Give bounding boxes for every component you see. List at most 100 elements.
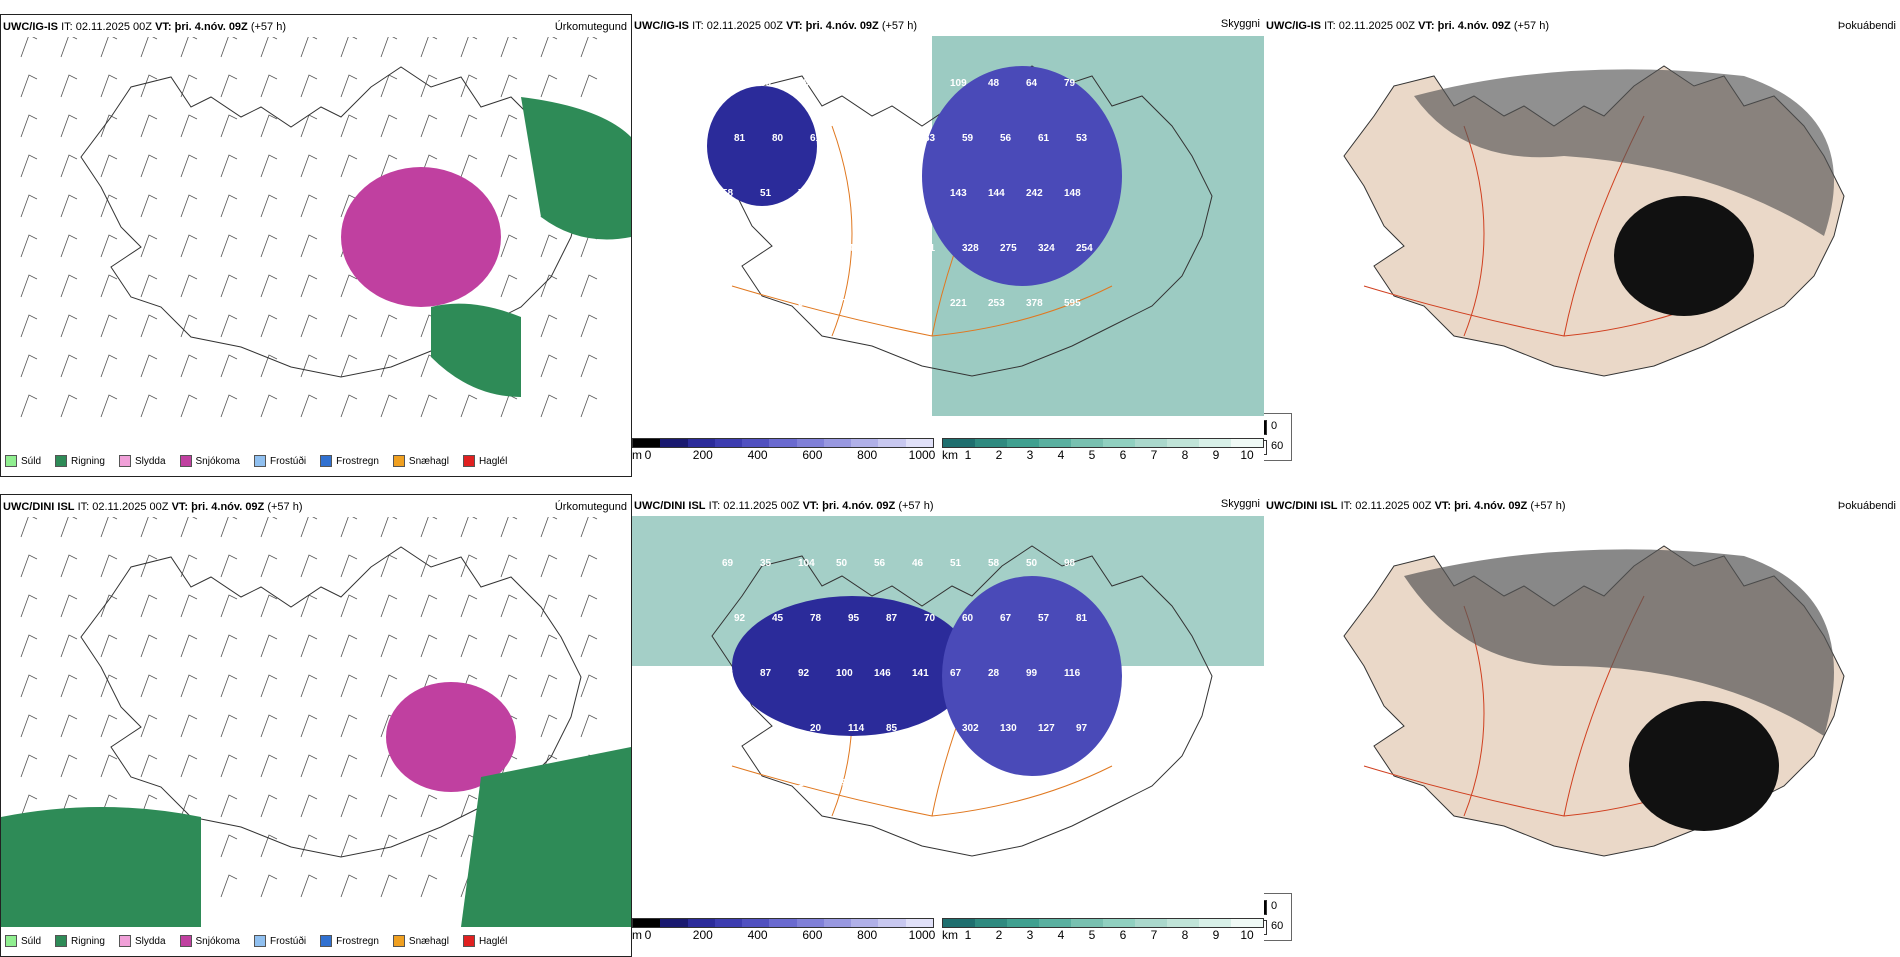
wind-barb	[260, 354, 278, 378]
wind-barb	[100, 354, 118, 378]
cloudbase-value: 81	[1076, 613, 1088, 624]
cloudbase-value: 493	[722, 778, 739, 789]
wind-barb	[500, 274, 518, 298]
precip-panel-bottom: UWC/DINI ISL IT: 02.11.2025 00Z VT: þri.…	[0, 494, 632, 957]
wind-barb	[380, 394, 398, 418]
wind-barb	[380, 517, 398, 538]
colorbar-tick: 2	[995, 448, 1003, 462]
cloudbase-value: 86	[874, 188, 886, 199]
cloudbase-value: 51	[950, 558, 962, 569]
cloudbase-value: 87	[760, 668, 772, 679]
wind-barb	[20, 594, 38, 618]
wind-barb	[300, 674, 318, 698]
colorbar-segment	[660, 919, 688, 927]
wind-barb	[100, 674, 118, 698]
colorbar-segment	[1071, 439, 1103, 447]
legend-label: Frostúði	[269, 455, 307, 467]
wind-barb	[220, 394, 238, 418]
wind-barb	[100, 114, 118, 138]
legend-swatch	[55, 935, 68, 947]
wind-barb	[20, 114, 38, 138]
wind-barb	[100, 517, 118, 538]
wind-barb	[100, 594, 118, 618]
precip-legend-item: Frostregn	[320, 455, 379, 467]
wind-barb	[260, 874, 278, 898]
cloudbase-value: 114	[848, 723, 865, 734]
colorbar-tick: 10	[1240, 448, 1254, 462]
colorbar-tick: 2	[995, 928, 1003, 942]
legend-label: Súld	[21, 455, 42, 467]
wind-barb	[100, 154, 118, 178]
wind-barb	[140, 354, 158, 378]
wind-barb	[100, 394, 118, 418]
colorbar-segment	[823, 919, 852, 927]
wind-barb	[260, 314, 278, 338]
cloudbase-area-east	[922, 66, 1122, 286]
cloudbase-value: 312	[722, 298, 739, 309]
colorbar-segment	[714, 439, 743, 447]
cloudbase-value: 254	[1076, 243, 1093, 254]
wind-barb	[340, 794, 358, 818]
wind-barb	[180, 754, 198, 778]
colorbar-tick: 8	[1181, 448, 1189, 462]
wind-barb	[380, 594, 398, 618]
legend-label: Frostúði	[269, 935, 307, 947]
cloudbase-value: 378	[1026, 298, 1043, 309]
colorbar-segment	[1199, 439, 1231, 447]
colorbar-segment	[1039, 439, 1071, 447]
cloudbase-value: 149	[798, 778, 815, 789]
wind-barb	[300, 274, 318, 298]
precip-legend-item: Haglél	[462, 455, 508, 467]
wind-barb	[500, 517, 518, 538]
cloudbase-colorbar: 0 200 400 600 800 1000 m	[632, 918, 935, 942]
wind-barb	[340, 554, 358, 578]
colorbar-segment	[975, 439, 1007, 447]
cloudbase-value: 51	[760, 188, 772, 199]
cloudbase-value: 42	[810, 243, 822, 254]
wind-barb	[60, 114, 78, 138]
colorbar-segment	[905, 439, 933, 447]
snow-area	[386, 682, 516, 792]
panel-header: UWC/DINI ISL IT: 02.11.2025 00Z VT: þri.…	[1266, 500, 1566, 512]
wind-barb	[300, 794, 318, 818]
wind-barb	[380, 874, 398, 898]
wind-barb	[300, 154, 318, 178]
wind-barb	[100, 234, 118, 258]
wind-barb	[340, 274, 358, 298]
wind-barb	[60, 594, 78, 618]
wind-barb	[460, 594, 478, 618]
colorbar-segment	[796, 439, 824, 447]
wind-barb	[260, 834, 278, 858]
cloudbase-value: 95	[848, 613, 860, 624]
product-title: Úrkomutegund	[554, 501, 627, 513]
legend-label: Haglél	[478, 455, 508, 467]
colorbar-segment	[769, 919, 797, 927]
wind-barb	[100, 754, 118, 778]
wind-barb	[340, 674, 358, 698]
wind-barb	[220, 634, 238, 658]
cloudbase-value: 87	[886, 613, 898, 624]
colorbar-tick: 8	[1181, 928, 1189, 942]
cloudbase-map: 69 35 104 50 56 46 51 58 50 98 92 45 78 95 87 70 60 67 57 8…	[632, 516, 1264, 857]
cloudbase-value: 182	[874, 778, 891, 789]
legend-swatch	[5, 455, 17, 467]
wind-barb	[100, 554, 118, 578]
cloudbase-value: 302	[962, 723, 979, 734]
colorbar-segment	[1007, 439, 1039, 447]
legend-swatch	[179, 935, 192, 947]
snow-area	[341, 167, 501, 307]
wind-barb	[340, 834, 358, 858]
cloudbase-value: 378	[836, 298, 853, 309]
wind-barb	[300, 194, 318, 218]
legend-label: Slydda	[134, 935, 166, 947]
wind-barb	[420, 874, 438, 898]
wind-barb	[460, 634, 478, 658]
colorbar-segment	[769, 439, 797, 447]
wind-barb	[140, 594, 158, 618]
precip-legend-item: Snæhagl	[392, 935, 449, 947]
cloudbase-value: 80	[772, 133, 784, 144]
colorbar-segment	[687, 919, 715, 927]
cloudbase-value: 242	[1026, 188, 1043, 199]
wind-barb	[260, 394, 278, 418]
product-title: Úrkomutegund	[554, 21, 627, 33]
